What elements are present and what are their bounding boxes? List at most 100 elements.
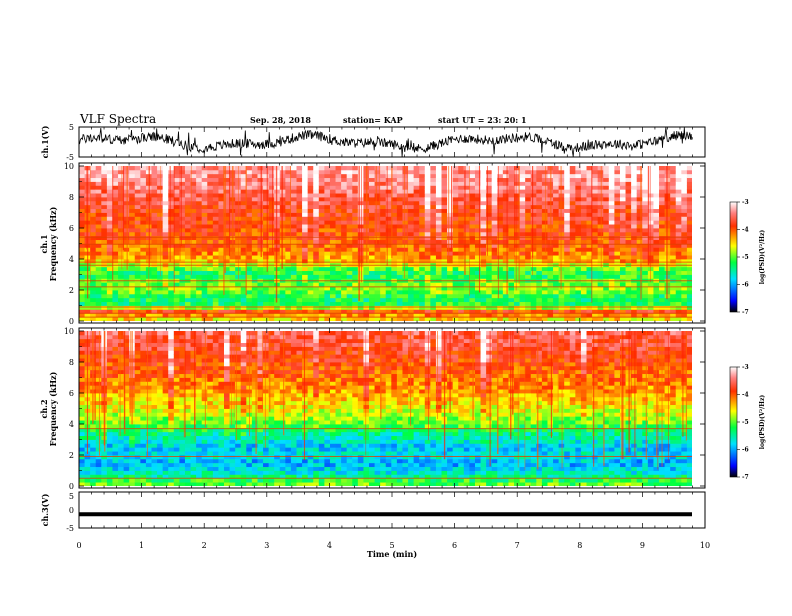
spectrogram-cell [90, 197, 96, 201]
spectrogram-cell [168, 193, 174, 197]
spectrogram-cell [458, 178, 464, 182]
spectrogram-cell [559, 247, 565, 251]
spectrogram-cell [330, 302, 336, 306]
spectrogram-cell [135, 185, 141, 189]
spectrogram-cell [107, 182, 113, 186]
spectrogram-cell [252, 170, 258, 174]
spectrogram-cell [553, 193, 559, 197]
spectrogram-cell [553, 267, 559, 271]
spectrogram-cell [536, 259, 542, 263]
spectrogram-cell [252, 220, 258, 224]
spectrogram-cell [291, 240, 297, 244]
spectrogram-cell [118, 397, 124, 401]
spectrogram-cell [140, 412, 146, 416]
spectrogram-cell [185, 302, 191, 306]
spectrogram-cell [308, 228, 314, 232]
spectrogram-cell [140, 306, 146, 310]
spectrogram-cell [174, 259, 180, 263]
spectrogram-cell [598, 267, 604, 271]
spectrogram-cell [525, 205, 531, 209]
spectrogram-cell [107, 224, 113, 228]
spectrogram-cell [135, 339, 141, 343]
spectrogram-cell [687, 213, 693, 217]
spectrogram-cell [520, 317, 526, 321]
spectrogram-cell [626, 290, 632, 294]
spectrogram-cell [681, 251, 687, 255]
spectrogram-cell [352, 290, 358, 294]
spectrogram-cell [140, 420, 146, 424]
spectrogram-cell [397, 216, 403, 220]
spectrogram-cell [79, 409, 85, 413]
spectrogram-cell [475, 170, 481, 174]
spectrogram-cell [118, 455, 124, 459]
spectrogram-cell [609, 290, 615, 294]
spectrogram-cell [603, 275, 609, 279]
spectrogram-cell [79, 275, 85, 279]
spectrogram-cell [152, 240, 158, 244]
spectrogram-cell [235, 213, 241, 217]
spectrogram-cell [547, 271, 553, 275]
spectrogram-cell [324, 228, 330, 232]
spectrogram-cell [96, 236, 102, 240]
spectrogram-cell [297, 290, 303, 294]
spectrogram-cell [163, 193, 169, 197]
spectrogram-cell [386, 267, 392, 271]
ch1-waveform-ylabel: ch.1(V) [40, 125, 50, 158]
spectrogram-cell [397, 275, 403, 279]
spectrogram-cell [564, 170, 570, 174]
spectrogram-cell [614, 282, 620, 286]
spectrogram-cell [648, 294, 654, 298]
spectrogram-cell [458, 275, 464, 279]
spectrogram-cell [157, 251, 163, 255]
spectrogram-cell [425, 216, 431, 220]
spectrogram-cell [257, 182, 263, 186]
spectrogram-cell [653, 306, 659, 310]
spectrogram-cell [559, 282, 565, 286]
spectrogram-cell [637, 251, 643, 255]
spectrogram-cell [257, 170, 263, 174]
spectrogram-cell [547, 251, 553, 255]
spectrogram-cell [369, 228, 375, 232]
spectrogram-cell [598, 193, 604, 197]
spectrogram-cell [564, 251, 570, 255]
spectrogram-cell [570, 290, 576, 294]
spectrogram-cell [436, 201, 442, 205]
spectrogram-cell [112, 228, 118, 232]
spectrogram-cell [336, 166, 342, 170]
spectrogram-cell [297, 298, 303, 302]
spectrogram-cell [469, 213, 475, 217]
spectrogram-cell [207, 197, 213, 201]
spectrogram-cell [90, 451, 96, 455]
spectrogram-cell [614, 205, 620, 209]
spectrogram-cell [112, 455, 118, 459]
spectrogram-cell [603, 282, 609, 286]
spectrogram-cell [442, 213, 448, 217]
spectrogram-cell [319, 282, 325, 286]
spectrogram-cell [687, 209, 693, 213]
spectrogram-cell [202, 170, 208, 174]
spectrogram-cell [96, 275, 102, 279]
spectrogram-cell [447, 201, 453, 205]
spectrogram-cell [414, 197, 420, 201]
spectrogram-cell [442, 201, 448, 205]
spectrogram-cell [168, 251, 174, 255]
spectrogram-cell [469, 255, 475, 259]
spectrogram-cell [118, 282, 124, 286]
spectrogram-cell [531, 298, 537, 302]
spectrogram-cell [425, 228, 431, 232]
spectrogram-cell [475, 251, 481, 255]
spectrogram-cell [559, 290, 565, 294]
spectrogram-cell [408, 216, 414, 220]
spectrogram-cell [352, 247, 358, 251]
spectrogram-cell [107, 389, 113, 393]
spectrogram-cell [319, 193, 325, 197]
spectrogram-cell [536, 193, 542, 197]
spectrogram-cell [96, 482, 102, 486]
spectrogram-cell [609, 282, 615, 286]
spectrogram-cell [681, 290, 687, 294]
spectrogram-cell [302, 298, 308, 302]
spectrogram-cell [213, 247, 219, 251]
spectrogram-cell [397, 205, 403, 209]
spectrogram-cell [146, 298, 152, 302]
spectrogram-cell [168, 240, 174, 244]
